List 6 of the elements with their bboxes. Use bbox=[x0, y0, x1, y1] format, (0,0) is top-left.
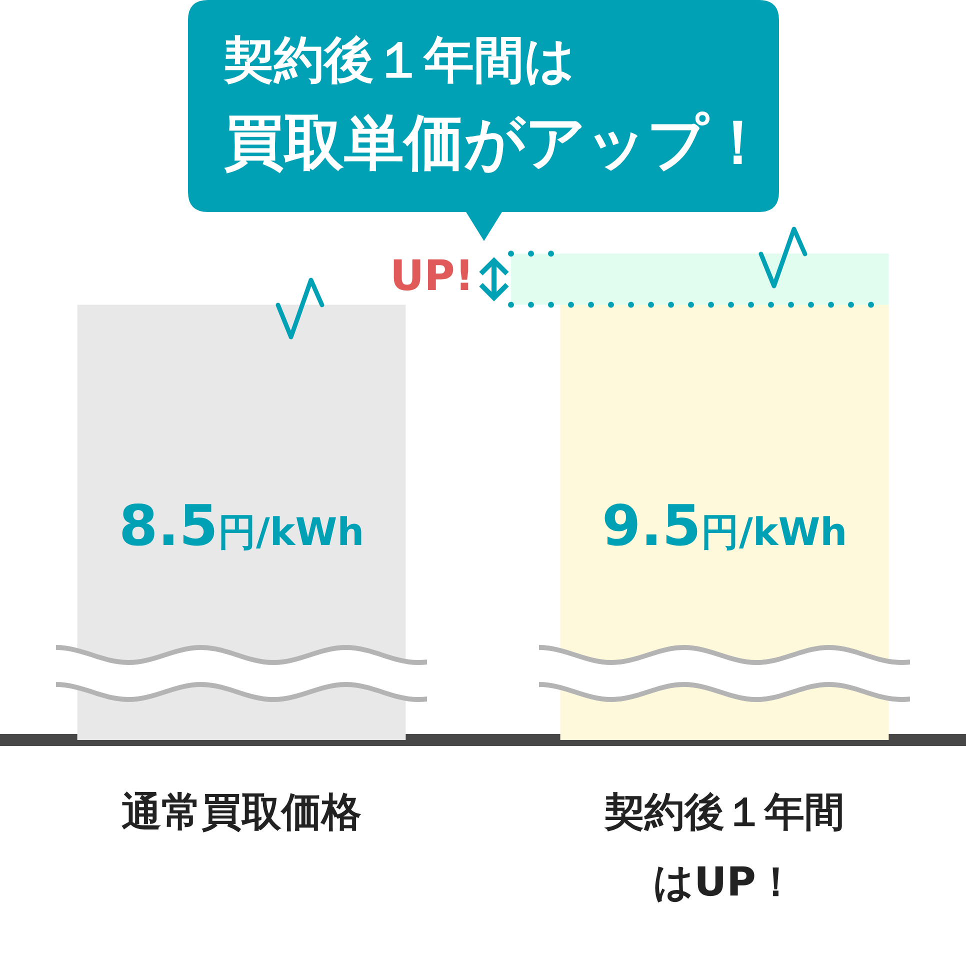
band-label: UP! bbox=[390, 251, 474, 300]
data-label: 8.5円/kWh bbox=[118, 494, 364, 559]
x-tick-label: 契約後１年間はUP！ bbox=[604, 789, 844, 906]
data-label: 9.5円/kWh bbox=[602, 494, 848, 559]
x-tick-label: 通常買取価格 bbox=[122, 789, 362, 836]
chart-title: 契約後１年間は買取単価がアップ！ bbox=[224, 30, 768, 180]
